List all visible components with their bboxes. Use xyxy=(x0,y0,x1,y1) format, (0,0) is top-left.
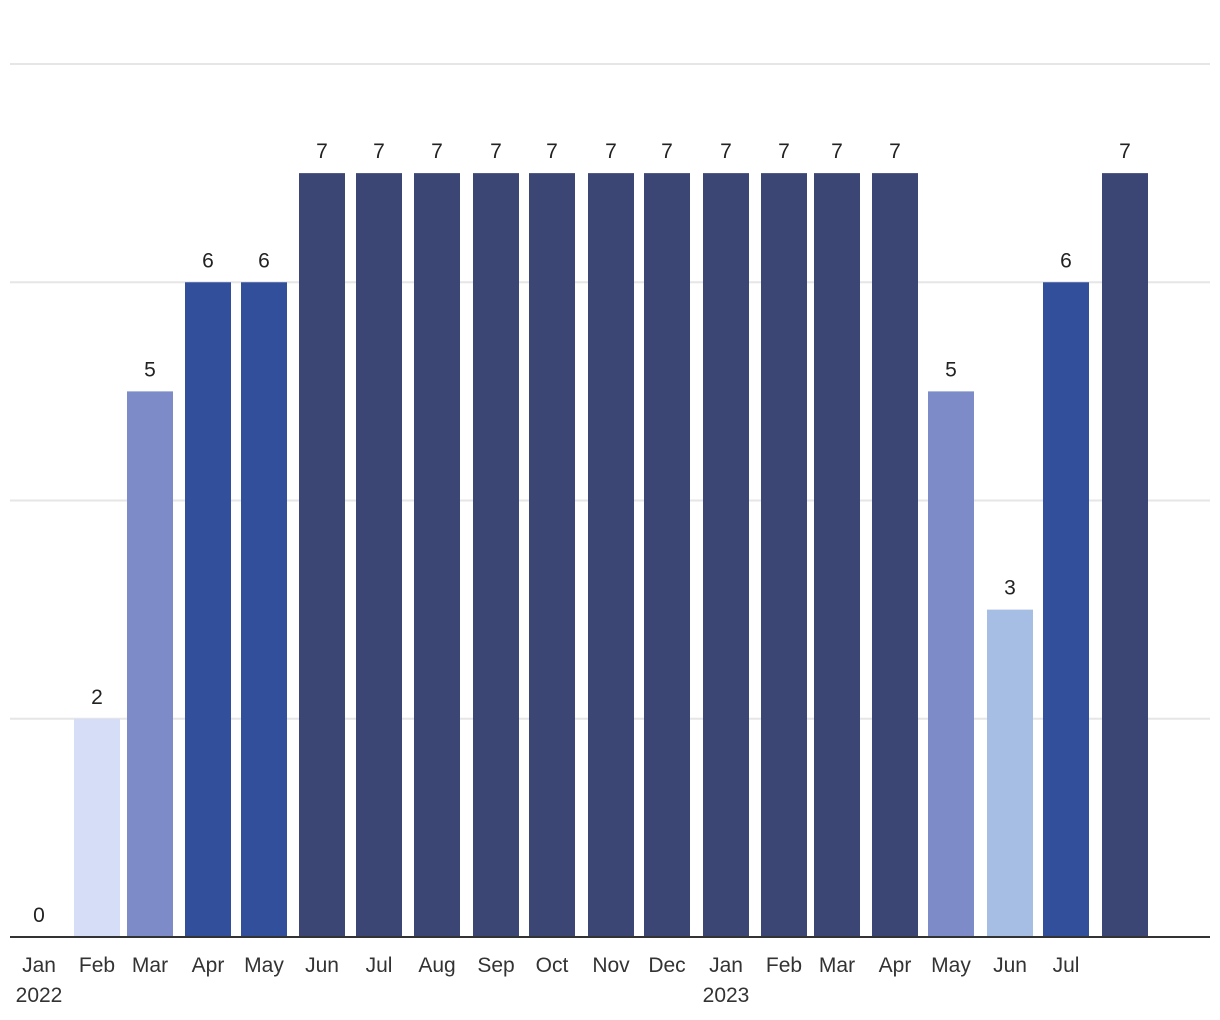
x-tick-label-11: Dec xyxy=(648,954,685,977)
value-label-7: 7 xyxy=(431,140,443,163)
bar-9 xyxy=(529,173,575,937)
bar-16 xyxy=(928,391,974,937)
bar-12 xyxy=(703,173,749,937)
x-tick-label-17: Jun xyxy=(993,954,1027,977)
value-label-16: 5 xyxy=(945,358,957,381)
value-label-2: 5 xyxy=(144,358,156,381)
x-tick-label-5: Jun xyxy=(305,954,339,977)
value-label-6: 7 xyxy=(373,140,385,163)
bar-7 xyxy=(414,173,460,937)
year-label-2022: 2022 xyxy=(16,984,63,1007)
bar-19 xyxy=(1102,173,1148,937)
bar-2 xyxy=(127,391,173,937)
value-label-15: 7 xyxy=(889,140,901,163)
x-tick-label-16: May xyxy=(931,954,971,977)
year-labels: 2022 2023 xyxy=(16,984,750,1007)
x-tick-label-4: May xyxy=(244,954,284,977)
value-label-17: 3 xyxy=(1004,577,1016,600)
x-tick-labels: Jan Feb Mar Apr May Jun Jul Aug Sep Oct Nov Dec Jan F… xyxy=(22,954,1079,977)
bar-17 xyxy=(987,609,1033,937)
bar-18 xyxy=(1043,282,1089,937)
value-label-9: 7 xyxy=(546,140,558,163)
x-tick-label-10: Nov xyxy=(592,954,630,977)
value-labels: 0 2 5 6 6 7 7 7 7 7 7 7 7 7 7 7 5 3 6 7 xyxy=(33,140,1131,927)
x-tick-label-6: Jul xyxy=(366,954,393,977)
year-label-2023: 2023 xyxy=(703,984,750,1007)
bar-13 xyxy=(761,173,807,937)
value-label-13: 7 xyxy=(778,140,790,163)
bar-15 xyxy=(872,173,918,937)
x-tick-label-18: Jul xyxy=(1053,954,1080,977)
x-tick-label-1: Feb xyxy=(79,954,115,977)
bar-14 xyxy=(814,173,860,937)
value-label-18: 6 xyxy=(1060,249,1072,272)
value-label-12: 7 xyxy=(720,140,732,163)
value-label-1: 2 xyxy=(91,686,103,709)
value-label-0: 0 xyxy=(33,904,45,927)
value-label-8: 7 xyxy=(490,140,502,163)
bar-3 xyxy=(185,282,231,937)
value-label-4: 6 xyxy=(258,249,270,272)
value-label-3: 6 xyxy=(202,249,214,272)
x-tick-label-7: Aug xyxy=(418,954,455,977)
x-tick-label-3: Apr xyxy=(192,954,225,977)
x-tick-label-12: Jan xyxy=(709,954,743,977)
x-tick-label-0: Jan xyxy=(22,954,56,977)
x-tick-label-14: Mar xyxy=(819,954,855,977)
x-tick-label-9: Oct xyxy=(536,954,569,977)
value-label-14: 7 xyxy=(831,140,843,163)
value-label-11: 7 xyxy=(661,140,673,163)
value-label-19: 7 xyxy=(1119,140,1131,163)
bar-10 xyxy=(588,173,634,937)
bar-8 xyxy=(473,173,519,937)
bars xyxy=(74,173,1148,937)
x-tick-label-2: Mar xyxy=(132,954,168,977)
bar-11 xyxy=(644,173,690,937)
x-tick-label-15: Apr xyxy=(879,954,912,977)
bar-5 xyxy=(299,173,345,937)
bar-4 xyxy=(241,282,287,937)
value-label-5: 7 xyxy=(316,140,328,163)
x-tick-label-13: Feb xyxy=(766,954,802,977)
x-tick-label-8: Sep xyxy=(477,954,514,977)
bar-6 xyxy=(356,173,402,937)
value-label-10: 7 xyxy=(605,140,617,163)
bar-1 xyxy=(74,718,120,937)
